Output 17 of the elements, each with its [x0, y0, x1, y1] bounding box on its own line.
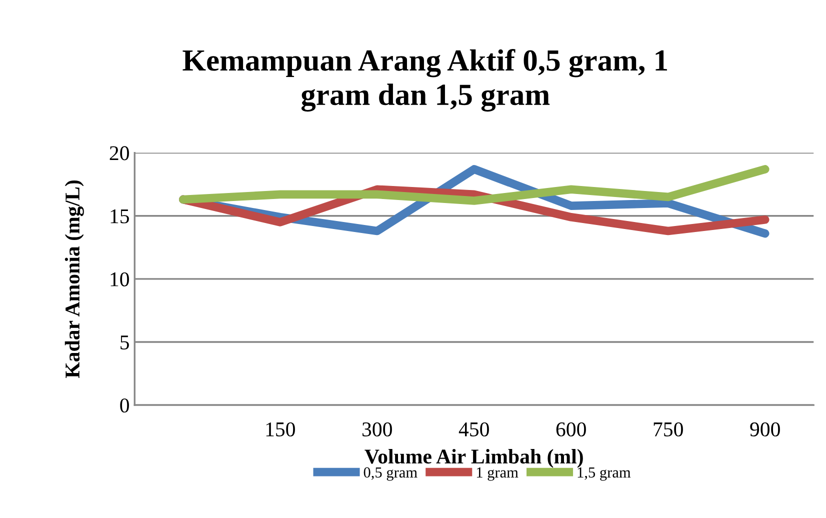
x-tick-label: 600 [556, 422, 586, 436]
x-tick-label: 900 [750, 422, 780, 436]
x-tick-label: 450 [458, 422, 489, 436]
x-tick-label: 750 [654, 422, 683, 436]
y-tick-label: 20 [110, 146, 129, 160]
y-tick-label: 5 [120, 336, 129, 350]
legend-label: 1,5 gram [578, 467, 631, 481]
x-axis-title: Volume Air Limbah (ml) [364, 448, 583, 468]
x-tick-label: 150 [266, 422, 295, 436]
y-axis-title: Kadar Amonia (mg/L) [64, 180, 84, 378]
chart-title: Kemampuan Arang Aktif 0,5 gram, 1 gram dan 1,5 gram [182, 49, 667, 112]
y-tick-label: 15 [110, 209, 129, 224]
legend-label: 0,5 gram [364, 467, 418, 481]
legend-label: 1 gram [476, 467, 518, 481]
y-tick-label: 0 [120, 398, 129, 413]
y-tick-label: 10 [110, 272, 129, 286]
x-tick-label: 300 [362, 422, 392, 436]
